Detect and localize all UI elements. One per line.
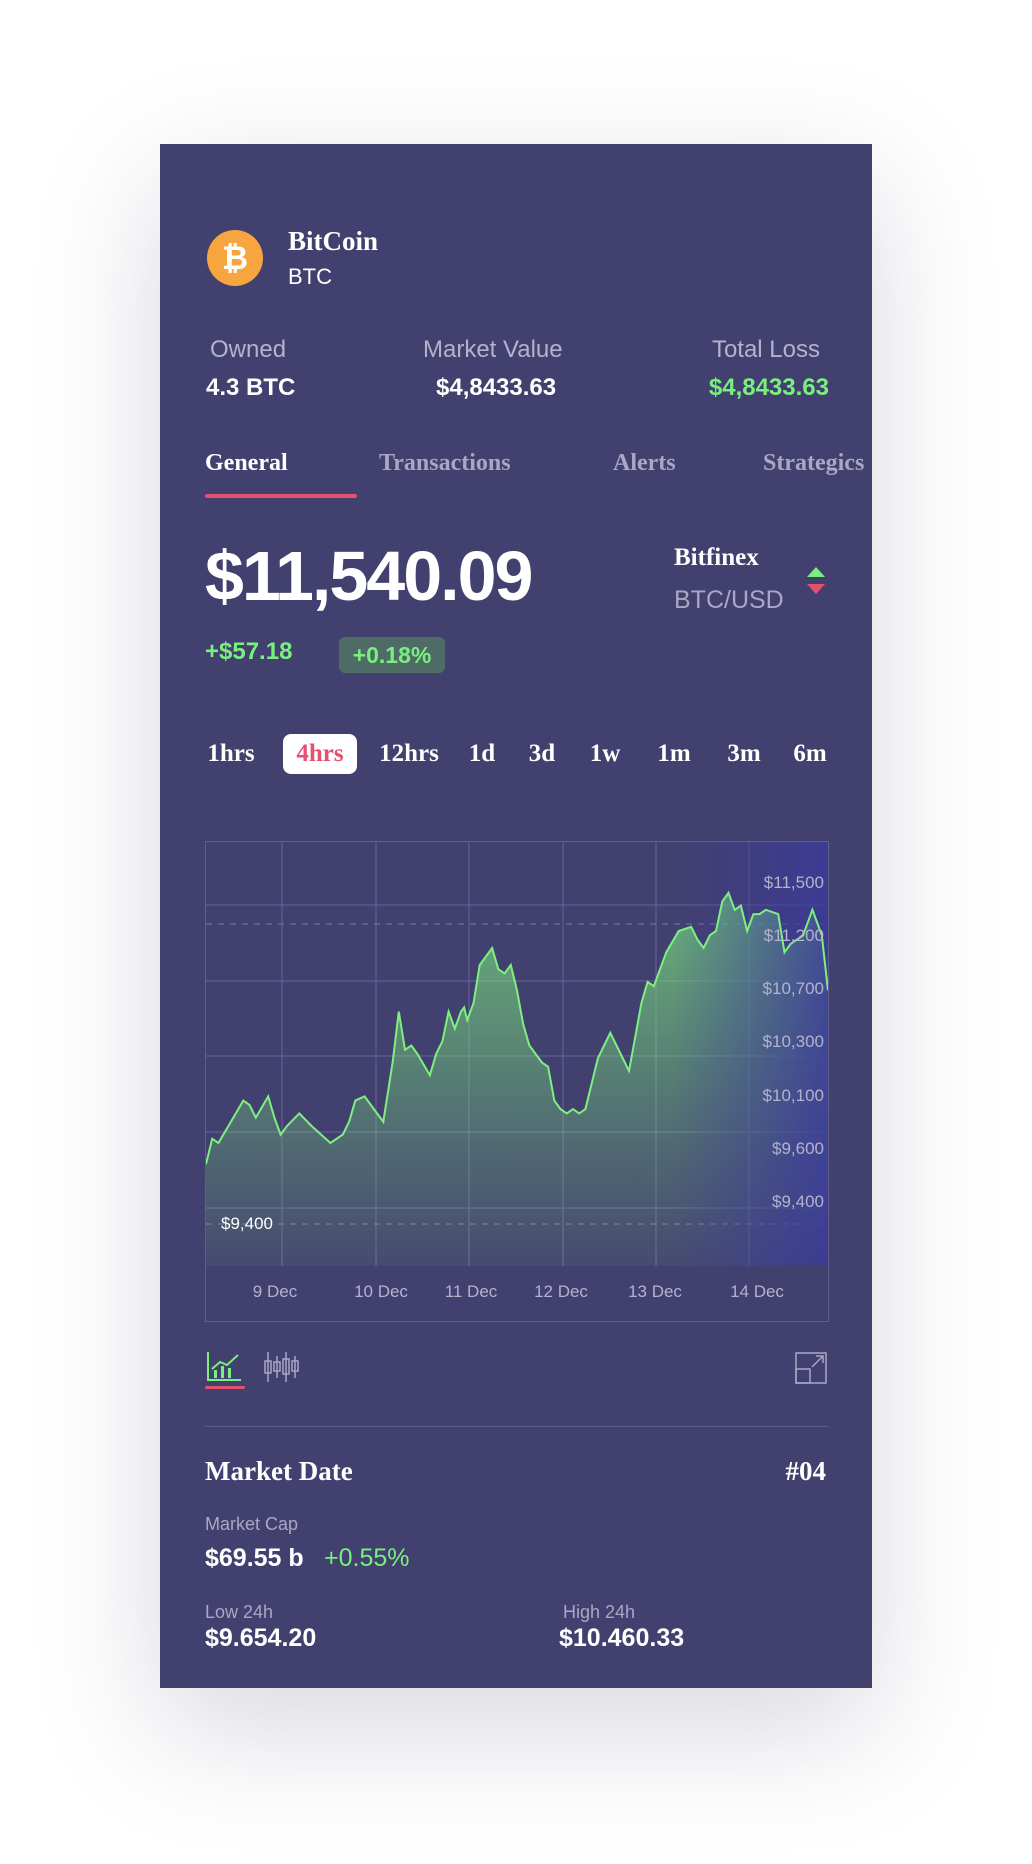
tab-alerts[interactable]: Alerts: [613, 450, 676, 476]
owned-label: Owned: [210, 336, 287, 363]
price-chart: $11,500 $11,200 $10,700 $10,300 $10,100 $9,60…: [205, 841, 829, 1322]
range-option-3m[interactable]: 3m: [727, 740, 761, 767]
owned-value: 4.3 BTC: [206, 374, 296, 401]
tab-strategics[interactable]: Strategics: [763, 450, 865, 476]
market-value-value: $4,8433.63: [436, 374, 557, 401]
high-24h-value: $10.460.33: [559, 1624, 685, 1652]
y-axis-label: $9,600: [772, 1139, 824, 1158]
coin-detail-screen: ₿ BitCoin BTC Owned 4.3 BTC Market Value…: [160, 144, 872, 1688]
range-option-6m[interactable]: 6m: [793, 740, 827, 767]
coin-name: BitCoin: [288, 226, 379, 256]
range-option-1w[interactable]: 1w: [589, 740, 621, 767]
candlestick-icon[interactable]: [263, 1350, 299, 1384]
market-cap-change: +0.55%: [324, 1544, 410, 1572]
market-cap-label: Market Cap: [205, 1514, 299, 1534]
tab-transactions[interactable]: Transactions: [379, 450, 511, 476]
y-axis-label: $10,100: [763, 1086, 824, 1105]
sort-arrows-icon[interactable]: [806, 564, 826, 600]
low-24h-label: Low 24h: [205, 1602, 274, 1622]
low-24h-value: $9.654.20: [205, 1624, 317, 1652]
chart-fade: [206, 842, 828, 1266]
market-cap-value: $69.55 b: [205, 1544, 304, 1572]
x-axis-label: 14 Dec: [730, 1282, 784, 1301]
price-change: +$57.18: [205, 638, 293, 665]
trading-pair[interactable]: BTC/USD: [674, 586, 784, 614]
y-axis-label: $11,500: [764, 873, 824, 892]
range-option-3d[interactable]: 3d: [528, 740, 556, 767]
expand-icon[interactable]: [795, 1352, 827, 1384]
range-option-1d[interactable]: 1d: [468, 740, 496, 767]
y-axis-label: $10,300: [763, 1032, 824, 1051]
current-price: $11,540.09: [205, 537, 533, 615]
range-option-12hrs[interactable]: 12hrs: [379, 740, 439, 767]
total-loss-value: $4,8433.63: [708, 374, 829, 401]
price-line: [206, 890, 828, 1165]
high-24h-label: High 24h: [563, 1602, 636, 1622]
y-axis-label: $11,200: [764, 926, 824, 945]
range-option-1hrs[interactable]: 1hrs: [207, 740, 255, 767]
tab-general[interactable]: General: [205, 450, 288, 476]
range-option-4hrs[interactable]: 4hrs: [283, 734, 357, 774]
active-tab-indicator: [205, 494, 357, 498]
x-axis-label: 11 Dec: [445, 1282, 498, 1301]
market-value-label: Market Value: [423, 336, 563, 363]
x-axis-label: 9 Dec: [253, 1282, 298, 1301]
price-chart-svg: $11,500 $11,200 $10,700 $10,300 $10,100 $9,60…: [206, 842, 828, 1301]
market-section-title: Market Date: [205, 1456, 353, 1486]
bitcoin-icon: ₿: [207, 230, 263, 286]
exchange-name[interactable]: Bitfinex: [674, 544, 759, 571]
x-axis-label: 10 Dec: [354, 1282, 408, 1301]
range-option-1m[interactable]: 1m: [657, 740, 691, 767]
x-axis-label: 12 Dec: [534, 1282, 588, 1301]
total-loss-label: Total Loss: [711, 336, 820, 363]
annotation-label: $9,400: [221, 1214, 273, 1233]
price-change-percent: +0.18%: [339, 637, 445, 673]
section-divider: [205, 1426, 829, 1427]
x-axis-label: 13 Dec: [628, 1282, 682, 1301]
y-axis-label: $9,400: [772, 1192, 824, 1211]
line-chart-icon[interactable]: [205, 1350, 245, 1390]
coin-symbol: BTC: [288, 264, 332, 289]
market-rank: #04: [785, 1456, 827, 1486]
y-axis-label: $10,700: [763, 979, 824, 998]
